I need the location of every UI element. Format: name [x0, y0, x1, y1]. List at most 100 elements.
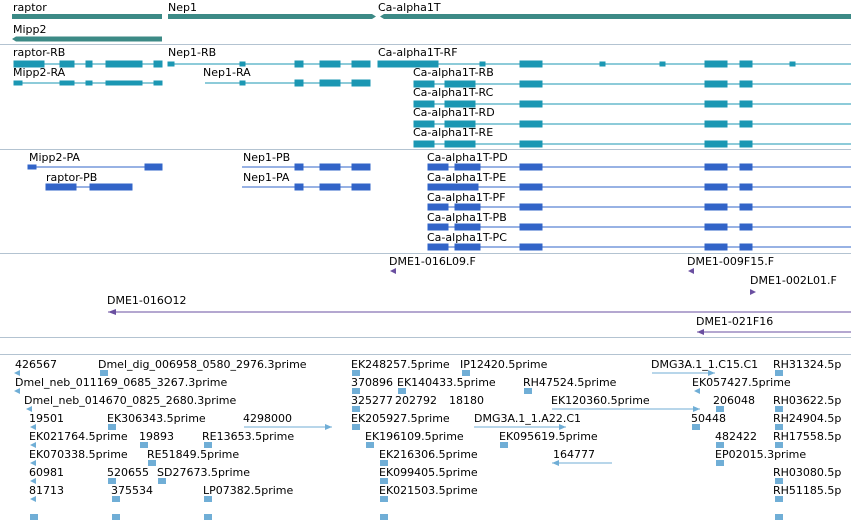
- est-label: DMG3A.1_1.A22.C1: [474, 412, 582, 425]
- est-label: Dmel_dig_006958_0580_2976.3prime: [98, 358, 307, 371]
- bac-dme1-009f15-glyph[interactable]: [688, 268, 694, 274]
- est-label: RH03622.5p: [773, 394, 842, 407]
- est-row-8[interactable]: [30, 496, 783, 502]
- est-label: EK140433.5prime: [397, 376, 496, 389]
- proteins-glyphs: [27, 163, 851, 251]
- est-label: 325277: [351, 394, 393, 407]
- protein-ca-alpha1t-pb-glyph[interactable]: [427, 223, 851, 231]
- gene-label: Nep1: [168, 1, 197, 14]
- protein-mipp2-pa-glyph[interactable]: [27, 163, 163, 171]
- protein-label: raptor-PB: [46, 171, 98, 184]
- est-label: RH47524.5prime: [523, 376, 617, 389]
- est-label: RH24904.5p: [773, 412, 842, 425]
- transcript-raptor-rb-glyph[interactable]: [13, 60, 163, 68]
- est-label: EP02015.3prime: [715, 448, 807, 461]
- bac-label: DME1-002L01.F: [750, 274, 837, 287]
- protein-label: Ca-alpha1T-PE: [427, 171, 507, 184]
- transcript-ca-alpha1t-rd-glyph[interactable]: [413, 120, 851, 128]
- est-label: EK216306.5prime: [379, 448, 478, 461]
- est-glyphs: [14, 370, 783, 520]
- est-row-2[interactable]: [14, 388, 700, 394]
- bac-dme1-002l01-glyph[interactable]: [750, 289, 756, 295]
- transcript-label: raptor-RB: [13, 46, 66, 59]
- gene-label: raptor: [13, 1, 47, 14]
- proteins-track: Mipp2-PA Nep1-PB Ca-alpha1T-PD raptor-PB…: [0, 150, 851, 253]
- est-row-9[interactable]: [30, 514, 783, 520]
- transcript-mipp2-ra-glyph[interactable]: [13, 80, 163, 86]
- transcript-nep1-rb-glyph[interactable]: [167, 60, 371, 68]
- gene-label: Ca-alpha1T: [378, 1, 441, 14]
- bac-dme1-021f16-glyph[interactable]: [697, 329, 851, 335]
- protein-ca-alpha1t-pc-glyph[interactable]: [427, 243, 851, 251]
- est-label: EK057427.5prime: [692, 376, 791, 389]
- protein-nep1-pb-glyph[interactable]: [242, 163, 371, 171]
- est-label: 4298000: [243, 412, 292, 425]
- est-label: EK099405.5prime: [379, 466, 478, 479]
- est-label: IP12420.5prime: [460, 358, 548, 371]
- protein-label: Ca-alpha1T-PD: [427, 151, 508, 164]
- est-label: LP07382.5prime: [203, 484, 294, 497]
- bac-dme1-016l09-glyph[interactable]: [390, 268, 396, 274]
- gene-label: Mipp2: [13, 23, 47, 36]
- transcript-nep1-ra-glyph[interactable]: [205, 79, 371, 87]
- est-label: EK095619.5prime: [499, 430, 598, 443]
- protein-label: Ca-alpha1T-PC: [427, 231, 507, 244]
- bac-label: DME1-016L09.F: [389, 255, 476, 268]
- transcript-ca-alpha1t-re-glyph[interactable]: [413, 140, 851, 148]
- est-label: 19501: [29, 412, 64, 425]
- est-row-3[interactable]: [26, 406, 783, 412]
- transcript-ca-alpha1t-rb-glyph[interactable]: [413, 80, 851, 88]
- est-label: 370896: [351, 376, 393, 389]
- gene-mipp2-glyph[interactable]: [12, 36, 162, 42]
- est-label: 206048: [713, 394, 755, 407]
- protein-ca-alpha1t-pf-glyph[interactable]: [427, 203, 851, 211]
- track-separator: [0, 44, 851, 45]
- est-label: RE51849.5prime: [147, 448, 240, 461]
- transcript-label: Ca-alpha1T-RB: [413, 66, 494, 79]
- transcript-label: Nep1-RB: [168, 46, 217, 59]
- protein-label: Nep1-PA: [243, 171, 290, 184]
- est-label: 81713: [29, 484, 64, 497]
- est-label: RH03080.5p: [773, 466, 842, 479]
- est-label: 164777: [553, 448, 595, 461]
- transcript-ca-alpha1t-rc-glyph[interactable]: [413, 100, 851, 108]
- transcript-label: Mipp2-RA: [13, 66, 66, 79]
- protein-ca-alpha1t-pe-glyph[interactable]: [427, 183, 851, 191]
- gene-raptor-glyph[interactable]: [12, 14, 162, 19]
- protein-label: Mipp2-PA: [29, 151, 80, 164]
- bac-label: DME1-021F16: [696, 315, 774, 328]
- gene-ca-alpha1t-glyph[interactable]: [380, 14, 851, 19]
- est-row-1[interactable]: [14, 370, 783, 376]
- est-label: 50448: [691, 412, 726, 425]
- est-label: 18180: [449, 394, 484, 407]
- est-row-4[interactable]: [30, 424, 783, 430]
- est-label: Dmel_neb_014670_0825_2680.3prime: [24, 394, 237, 407]
- protein-raptor-pb-glyph[interactable]: [45, 183, 133, 191]
- est-label: RE13653.5prime: [202, 430, 295, 443]
- transcript-label: Ca-alpha1T-RD: [413, 106, 495, 119]
- est-row-6[interactable]: [30, 460, 724, 466]
- bac-glyphs: [108, 268, 851, 335]
- track-separator: [0, 337, 851, 338]
- est-label: 60981: [29, 466, 64, 479]
- est-label: EK306343.5prime: [107, 412, 206, 425]
- gene-nep1-glyph[interactable]: [168, 14, 376, 19]
- protein-label: Ca-alpha1T-PB: [427, 211, 507, 224]
- protein-nep1-pa-glyph[interactable]: [242, 183, 371, 191]
- est-label: Dmel_neb_011169_0685_3267.3prime: [15, 376, 228, 389]
- bac-label: DME1-009F15.F: [687, 255, 775, 268]
- transcripts-track: raptor-RB Nep1-RB Ca-alpha1T-RF Mipp2-RA…: [0, 45, 851, 149]
- track-separator: [0, 354, 851, 355]
- protein-ca-alpha1t-pd-glyph[interactable]: [427, 163, 851, 171]
- est-label: EK021764.5prime: [29, 430, 128, 443]
- transcript-ca-alpha1t-rf-glyph[interactable]: [377, 60, 851, 68]
- est-row-5[interactable]: [30, 442, 783, 448]
- est-label: SD27673.5prime: [157, 466, 250, 479]
- bac-dme1-016o12-glyph[interactable]: [108, 309, 851, 315]
- est-track: 426567 Dmel_dig_006958_0580_2976.3prime …: [0, 355, 851, 521]
- genes-track: raptor Nep1 Ca-alpha1T Mipp2: [0, 0, 851, 44]
- est-label: EK070338.5prime: [29, 448, 128, 461]
- est-row-7[interactable]: [30, 478, 783, 484]
- est-label: 426567: [15, 358, 57, 371]
